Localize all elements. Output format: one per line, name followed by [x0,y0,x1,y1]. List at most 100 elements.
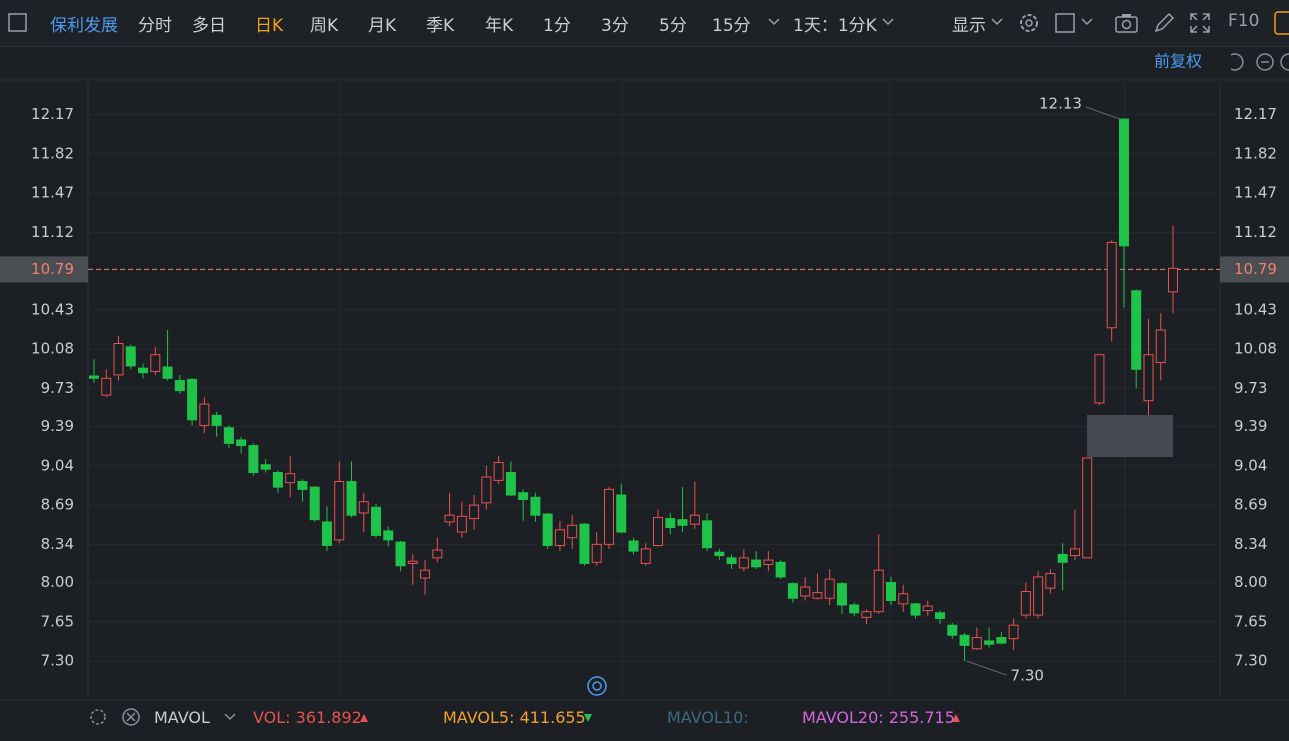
candle-body [922,605,933,612]
y-tick-label-right: 10.08 [1234,340,1277,358]
candle-body [542,513,553,546]
candle-body [162,366,173,379]
value: 255.715 [888,708,955,727]
last-price-box [0,256,88,283]
candles: 12.13 7.30 [89,95,1178,685]
candle-body [138,367,149,374]
candle-body [101,377,112,396]
display-menu[interactable]: 显示 [952,16,986,36]
tab[interactable]: 3分 [601,16,629,36]
tab[interactable]: 多日 [192,16,226,36]
candle-body [89,375,99,379]
y-tick-label: 11.82 [31,144,74,162]
tab[interactable]: 季K [426,16,455,36]
indicator-icons[interactable] [90,708,960,726]
adjust-mode[interactable]: 前复权 [1154,52,1202,71]
annotation-line [1085,106,1121,120]
candle-body [984,640,995,645]
panel-edge [1274,11,1289,35]
tab[interactable]: 周K [310,16,339,36]
tab[interactable]: 年K [485,16,514,36]
candle-body [824,578,835,599]
candle-body [272,472,283,488]
candle-body [689,514,700,525]
y-tick-label-right: 12.17 [1234,105,1277,123]
indicator-label: MAVOL10: [667,708,749,727]
candle-body [812,592,823,599]
candle-body [469,504,480,520]
candle-body [518,492,529,500]
label: MAVOL5: [443,708,515,727]
fullscreen-icon[interactable] [1188,11,1212,35]
candle-body [885,582,896,601]
value: 411.655 [519,708,586,727]
candle-body [358,501,369,514]
stock-name[interactable]: 保利发展 [50,16,118,36]
indicator-label: VOL: 361.892 [253,708,362,727]
f10-button[interactable]: F10 [1228,11,1260,31]
y-tick-label-right: 8.00 [1234,573,1267,591]
tab[interactable]: 1分 [543,16,571,36]
annotation-label: 12.13 [1039,95,1082,113]
label: VOL: [253,708,291,727]
chevron[interactable] [767,17,781,27]
label: MAVOL10: [667,708,749,727]
indicator-name[interactable]: MAVOL [154,708,210,727]
candle-body [297,481,308,490]
candle-body [935,612,946,619]
candle-body [836,583,847,606]
candle-body [1033,576,1044,616]
candle-body [1131,290,1142,370]
candle-body [787,583,798,599]
tab[interactable]: 15分 [712,16,751,36]
candle-body [395,541,406,567]
pen-icon[interactable] [1152,11,1176,35]
zoom-icon[interactable] [587,676,607,696]
candle-body [1057,553,1068,563]
indicator-label: MAVOL20: 255.715 [802,708,955,727]
y-tick-label: 11.12 [31,223,74,241]
checkbox[interactable] [1054,11,1078,35]
y-tick-label: 9.73 [41,379,74,397]
candle-body [971,637,982,650]
candle-body [898,593,909,605]
chevron[interactable] [1080,17,1094,27]
settings-icon[interactable] [1016,10,1042,36]
candle-body [1045,573,1056,589]
adjust-icons[interactable] [1230,53,1289,71]
candle-body [726,557,737,564]
candle-body [1082,457,1093,559]
tab[interactable]: 5分 [659,16,687,36]
chevron[interactable] [990,17,1004,27]
y-tick-label-right: 9.73 [1234,379,1267,397]
value: 361.892 [295,708,362,727]
candle-body [567,524,578,539]
candle-body [1155,329,1166,364]
y-tick-label: 10.43 [31,300,74,318]
candle-body [738,557,749,569]
candle-body [1069,548,1080,557]
candle-body [346,481,357,516]
tab[interactable]: 月K [368,16,397,36]
chevron[interactable] [881,17,895,27]
tab-active[interactable]: 日K [255,16,284,36]
candle-body [309,486,320,521]
label: MAVOL20: [802,708,884,727]
period-select[interactable]: 1天：1分K [793,16,877,36]
candle-body [150,354,161,373]
candle-body [444,514,455,523]
candle-body [1168,267,1178,293]
candle-body [1008,624,1019,640]
grid: 12.17 12.17 11.82 11.82 11.47 11.47 11.12 11.12… [0,105,1289,670]
candle-body [420,569,431,579]
candle-body [481,476,492,504]
y-tick-label-right: 11.12 [1234,223,1277,241]
candle-body [407,560,418,564]
camera-icon[interactable] [1114,11,1140,35]
candle-body [800,586,811,597]
sidebar-icon[interactable] [8,13,28,33]
y-tick-label: 7.30 [41,652,74,670]
tab[interactable]: 分时 [138,16,172,36]
